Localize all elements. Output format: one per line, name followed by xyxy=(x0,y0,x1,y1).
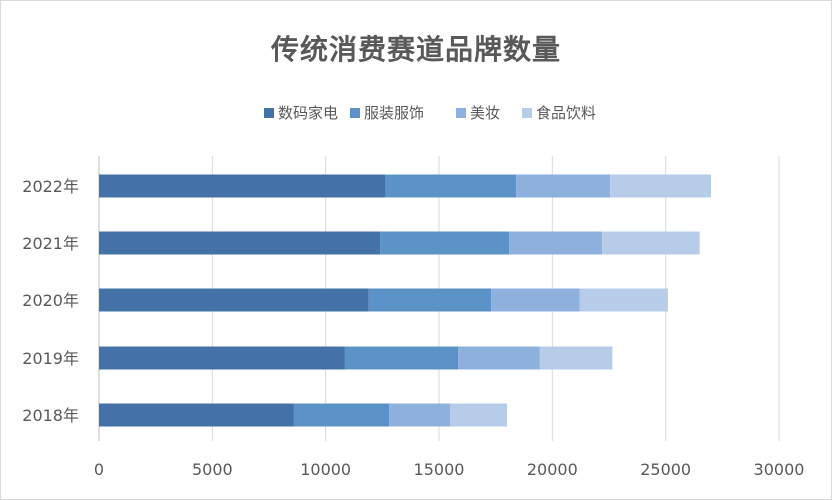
bar-segment xyxy=(458,346,540,370)
bar-segment xyxy=(539,346,613,370)
chart-title: 传统消费赛道品牌数量 xyxy=(270,33,561,66)
x-tick-label: 30000 xyxy=(754,460,805,479)
legend-label: 数码家电 xyxy=(278,104,338,122)
bar-segment xyxy=(368,288,492,312)
bar-segment xyxy=(602,231,700,255)
bar-segment xyxy=(385,174,517,198)
legend-swatch xyxy=(264,108,274,118)
y-tick-label: 2020年 xyxy=(22,291,79,310)
legend-swatch xyxy=(522,108,532,118)
bar-segment xyxy=(99,403,294,427)
y-tick-label: 2019年 xyxy=(22,349,79,368)
x-tick-label: 20000 xyxy=(527,460,578,479)
bar-segment xyxy=(610,174,711,198)
bar-segment xyxy=(380,231,510,255)
bar-segment xyxy=(99,174,386,198)
bar-segment xyxy=(389,403,451,427)
x-tick-label: 0 xyxy=(94,460,104,479)
bar-segment xyxy=(99,288,369,312)
legend-label: 美妆 xyxy=(470,104,500,122)
bar-segment xyxy=(579,288,668,312)
legend-swatch xyxy=(350,108,360,118)
legend-label: 服装服饰 xyxy=(364,104,424,122)
bar-segment xyxy=(450,403,507,427)
x-tick-label: 15000 xyxy=(414,460,465,479)
bar-segment xyxy=(99,346,345,370)
legend-swatch xyxy=(456,108,466,118)
bar-segment xyxy=(509,231,603,255)
y-tick-label: 2018年 xyxy=(22,406,79,425)
bar-segment xyxy=(99,231,381,255)
y-tick-label: 2022年 xyxy=(22,177,79,196)
x-tick-label: 25000 xyxy=(640,460,691,479)
bar-segment xyxy=(293,403,390,427)
legend-label: 食品饮料 xyxy=(536,104,596,122)
x-tick-label: 5000 xyxy=(192,460,233,479)
bar-segment xyxy=(491,288,580,312)
y-tick-label: 2021年 xyxy=(22,234,79,253)
bar-segment xyxy=(516,174,611,198)
bar-segment xyxy=(344,346,459,370)
x-tick-label: 10000 xyxy=(300,460,351,479)
